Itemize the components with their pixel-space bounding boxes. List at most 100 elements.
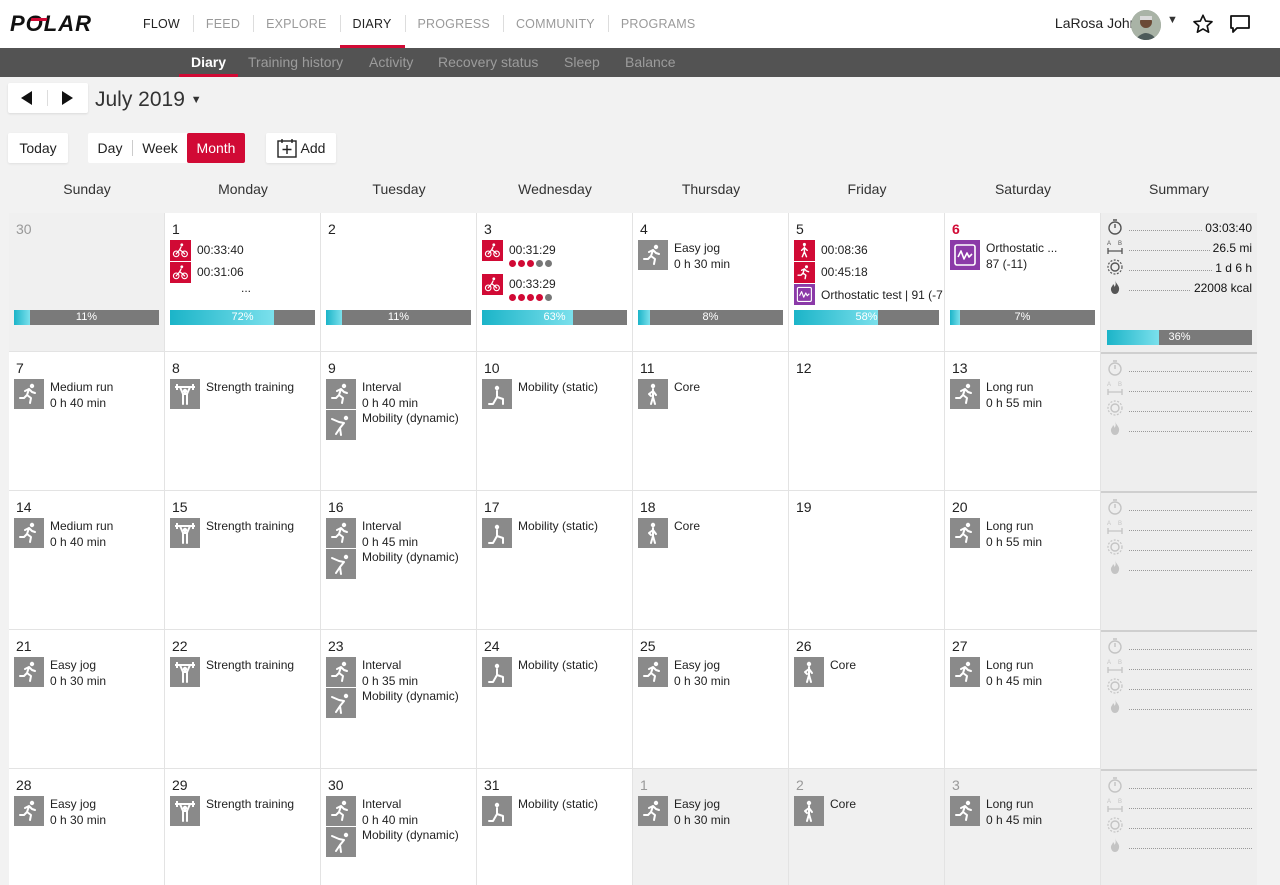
planned-training[interactable]: Long run 0 h 55 min bbox=[950, 379, 1042, 411]
month-view-button[interactable]: Month bbox=[187, 133, 245, 163]
day-cell[interactable]: 26 Core bbox=[789, 630, 945, 769]
subnav-activity[interactable]: Activity bbox=[369, 54, 414, 70]
planned-training[interactable]: Mobility (static) bbox=[482, 657, 598, 687]
orthostatic-test-entry[interactable]: Orthostatic test | 91 (-7 bbox=[794, 284, 943, 305]
planned-training[interactable]: Medium run 0 h 40 min bbox=[14, 379, 113, 411]
previous-month-button[interactable] bbox=[8, 83, 46, 113]
day-cell[interactable]: 9 Interval 0 h 40 min Mobility (dynamic) bbox=[321, 352, 477, 491]
day-cell[interactable]: 21 Easy jog 0 h 30 min bbox=[9, 630, 165, 769]
nav-explore[interactable]: EXPLORE bbox=[253, 0, 339, 48]
planned-training[interactable]: Core bbox=[794, 657, 856, 687]
day-cell[interactable]: 4 Easy jog 0 h 30 min 8% bbox=[633, 213, 789, 352]
nav-feed[interactable]: FEED bbox=[192, 0, 253, 48]
training-session[interactable]: 00:33:29 bbox=[482, 274, 556, 301]
day-cell[interactable]: 14 Medium run 0 h 40 min bbox=[9, 491, 165, 630]
favorites-star-icon[interactable] bbox=[1192, 13, 1214, 35]
day-cell[interactable]: 7 Medium run 0 h 40 min bbox=[9, 352, 165, 491]
day-cell[interactable]: 11 Core bbox=[633, 352, 789, 491]
next-month-button[interactable] bbox=[48, 83, 86, 113]
day-cell[interactable]: 1 00:33:40 00:31:06... 72% bbox=[165, 213, 321, 352]
day-cell[interactable]: 12 bbox=[789, 352, 945, 491]
training-session[interactable]: 00:31:06 bbox=[170, 262, 244, 283]
training-session[interactable]: 00:33:40 bbox=[170, 240, 244, 261]
planned-training[interactable]: Interval 0 h 35 min bbox=[326, 657, 418, 689]
polar-logo[interactable]: POLAR bbox=[10, 12, 122, 34]
day-cell[interactable]: 20 Long run 0 h 55 min bbox=[945, 491, 1101, 630]
day-cell[interactable]: 16 Interval 0 h 45 min Mobility (dynamic) bbox=[321, 491, 477, 630]
planned-training[interactable]: Interval 0 h 45 min bbox=[326, 518, 418, 550]
planned-training[interactable]: Strength training bbox=[170, 657, 294, 687]
day-cell[interactable]: 17 Mobility (static) bbox=[477, 491, 633, 630]
planned-training[interactable]: Long run 0 h 45 min bbox=[950, 657, 1042, 689]
week-view-button[interactable]: Week bbox=[142, 140, 178, 156]
orthostatic-test-entry[interactable]: Orthostatic ... 87 (-11) bbox=[950, 240, 1057, 272]
day-cell[interactable]: 25 Easy jog 0 h 30 min bbox=[633, 630, 789, 769]
day-cell[interactable]: 1 Easy jog 0 h 30 min bbox=[633, 769, 789, 885]
planned-training[interactable]: Long run 0 h 55 min bbox=[950, 518, 1042, 550]
planned-training[interactable]: Strength training bbox=[170, 796, 294, 826]
subnav-diary[interactable]: Diary bbox=[179, 48, 239, 77]
day-cell[interactable]: 3 Long run 0 h 45 min bbox=[945, 769, 1101, 885]
planned-training[interactable]: Core bbox=[794, 796, 856, 826]
planned-training[interactable]: Medium run 0 h 40 min bbox=[14, 518, 113, 550]
day-cell[interactable]: 13 Long run 0 h 55 min bbox=[945, 352, 1101, 491]
today-button[interactable]: Today bbox=[8, 133, 68, 163]
day-cell[interactable]: 10 Mobility (static) bbox=[477, 352, 633, 491]
planned-training[interactable]: Long run 0 h 45 min bbox=[950, 796, 1042, 828]
planned-training[interactable]: Mobility (dynamic) bbox=[326, 688, 459, 718]
planned-training[interactable]: Mobility (static) bbox=[482, 518, 598, 548]
subnav-sleep[interactable]: Sleep bbox=[564, 54, 600, 70]
subnav-training-history[interactable]: Training history bbox=[248, 54, 344, 70]
day-cell[interactable]: 2 Core bbox=[789, 769, 945, 885]
day-cell[interactable]: 19 bbox=[789, 491, 945, 630]
day-cell[interactable]: 8 Strength training bbox=[165, 352, 321, 491]
day-cell[interactable]: 30 Interval 0 h 40 min Mobility (dynamic) bbox=[321, 769, 477, 885]
day-cell[interactable]: 3 00:31:29 00:33:29 63% bbox=[477, 213, 633, 352]
planned-training[interactable]: Core bbox=[638, 518, 700, 548]
more-sessions-link[interactable]: ... bbox=[235, 280, 251, 296]
day-cell[interactable]: 23 Interval 0 h 35 min Mobility (dynamic) bbox=[321, 630, 477, 769]
planned-training[interactable]: Strength training bbox=[170, 379, 294, 409]
planned-training[interactable]: Easy jog 0 h 30 min bbox=[638, 240, 730, 272]
day-cell[interactable]: 27 Long run 0 h 45 min bbox=[945, 630, 1101, 769]
training-session[interactable]: 00:08:36 bbox=[794, 240, 868, 261]
planned-training[interactable]: Mobility (dynamic) bbox=[326, 549, 459, 579]
planned-training[interactable]: Interval 0 h 40 min bbox=[326, 796, 418, 828]
avatar[interactable] bbox=[1131, 10, 1161, 40]
subnav-balance[interactable]: Balance bbox=[625, 54, 676, 70]
planned-training[interactable]: Mobility (static) bbox=[482, 796, 598, 826]
nav-progress[interactable]: PROGRESS bbox=[404, 0, 503, 48]
planned-training[interactable]: Mobility (static) bbox=[482, 379, 598, 409]
training-session[interactable]: 00:31:29 bbox=[482, 240, 556, 267]
planned-training[interactable]: Mobility (dynamic) bbox=[326, 410, 459, 440]
day-cell[interactable]: 30 11% bbox=[9, 213, 165, 352]
nav-community[interactable]: COMMUNITY bbox=[502, 0, 608, 48]
day-cell[interactable]: 2 11% bbox=[321, 213, 477, 352]
day-cell[interactable]: 22 Strength training bbox=[165, 630, 321, 769]
nav-flow[interactable]: FLOW bbox=[143, 17, 180, 31]
day-cell[interactable]: 24 Mobility (static) bbox=[477, 630, 633, 769]
planned-training[interactable]: Interval 0 h 40 min bbox=[326, 379, 418, 411]
planned-training[interactable]: Easy jog 0 h 30 min bbox=[14, 657, 106, 689]
messages-icon[interactable] bbox=[1229, 14, 1251, 34]
subnav-recovery-status[interactable]: Recovery status bbox=[438, 54, 539, 70]
planned-training[interactable]: Easy jog 0 h 30 min bbox=[638, 657, 730, 689]
month-selector[interactable]: July 2019 ▼ bbox=[95, 88, 202, 112]
user-menu-caret-icon[interactable]: ▼ bbox=[1167, 14, 1178, 26]
planned-training[interactable]: Easy jog 0 h 30 min bbox=[14, 796, 106, 828]
day-cell[interactable]: 29 Strength training bbox=[165, 769, 321, 885]
day-cell[interactable]: 31 Mobility (static) bbox=[477, 769, 633, 885]
nav-diary[interactable]: DIARY bbox=[339, 0, 405, 48]
planned-training[interactable]: Core bbox=[638, 379, 700, 409]
planned-training[interactable]: Strength training bbox=[170, 518, 294, 548]
day-cell[interactable]: 15 Strength training bbox=[165, 491, 321, 630]
planned-training[interactable]: Easy jog 0 h 30 min bbox=[638, 796, 730, 828]
day-cell[interactable]: 28 Easy jog 0 h 30 min bbox=[9, 769, 165, 885]
nav-programs[interactable]: PROGRAMS bbox=[607, 0, 709, 48]
day-cell[interactable]: 18 Core bbox=[633, 491, 789, 630]
add-button[interactable]: Add bbox=[266, 133, 336, 163]
day-view-button[interactable]: Day bbox=[97, 140, 123, 156]
day-cell[interactable]: 6 Orthostatic ... 87 (-11) 7% bbox=[945, 213, 1101, 352]
day-cell[interactable]: 5 00:08:36 00:45:18 Orthostatic test | 91 (… bbox=[789, 213, 945, 352]
planned-training[interactable]: Mobility (dynamic) bbox=[326, 827, 459, 857]
